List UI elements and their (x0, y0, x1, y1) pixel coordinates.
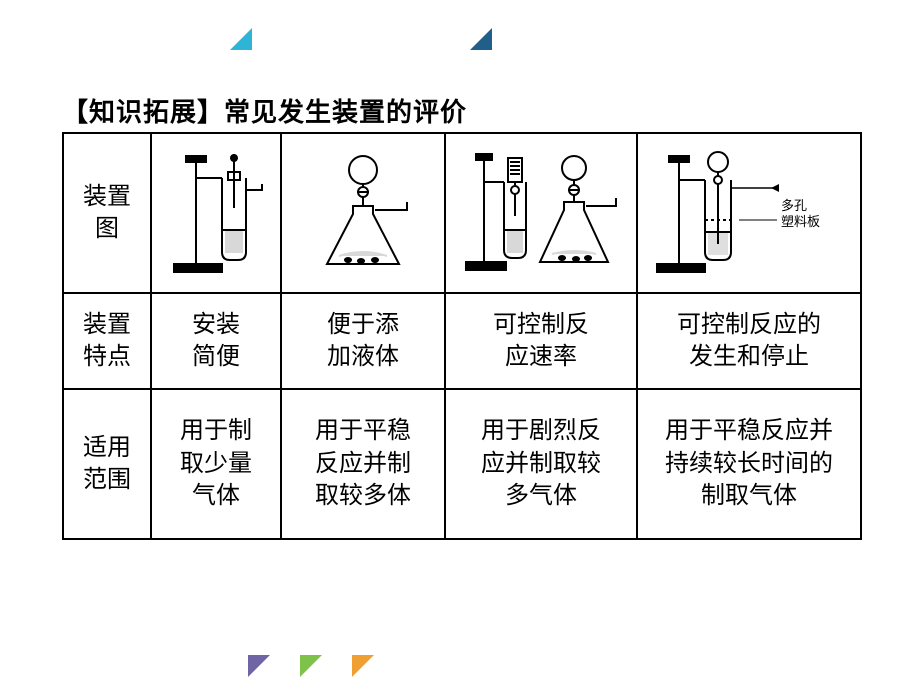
feature-2: 便于添加液体 (281, 293, 445, 389)
row-label-image: 装置图 (63, 133, 151, 293)
note-text-2: 塑料板 (781, 214, 820, 229)
scope-3: 用于剧烈反应并制取较多气体 (445, 389, 637, 539)
apparatus-img-3 (445, 133, 637, 293)
apparatus-img-1 (151, 133, 281, 293)
deco-bot-3 (352, 655, 374, 677)
feature-3: 可控制反应速率 (445, 293, 637, 389)
scope-4: 用于平稳反应并持续较长时间的制取气体 (637, 389, 861, 539)
apparatus-table: 装置图 (62, 132, 862, 540)
feature-4: 可控制反应的发生和停止 (637, 293, 861, 389)
deco-top-1 (230, 28, 252, 50)
feature-1: 安装简便 (151, 293, 281, 389)
deco-bot-1 (248, 655, 270, 677)
scope-2: 用于平稳反应并制取较多体 (281, 389, 445, 539)
apparatus-img-4: 多孔 塑料板 (637, 133, 861, 293)
page-title: 【知识拓展】常见发生装置的评价 (62, 92, 467, 129)
row-label-feature: 装置特点 (63, 293, 151, 389)
apparatus-img-2 (281, 133, 445, 293)
note-text-1: 多孔 (781, 198, 807, 213)
scope-1: 用于制取少量气体 (151, 389, 281, 539)
deco-bot-2 (300, 655, 322, 677)
deco-top-2 (470, 28, 492, 50)
row-label-scope: 适用范围 (63, 389, 151, 539)
